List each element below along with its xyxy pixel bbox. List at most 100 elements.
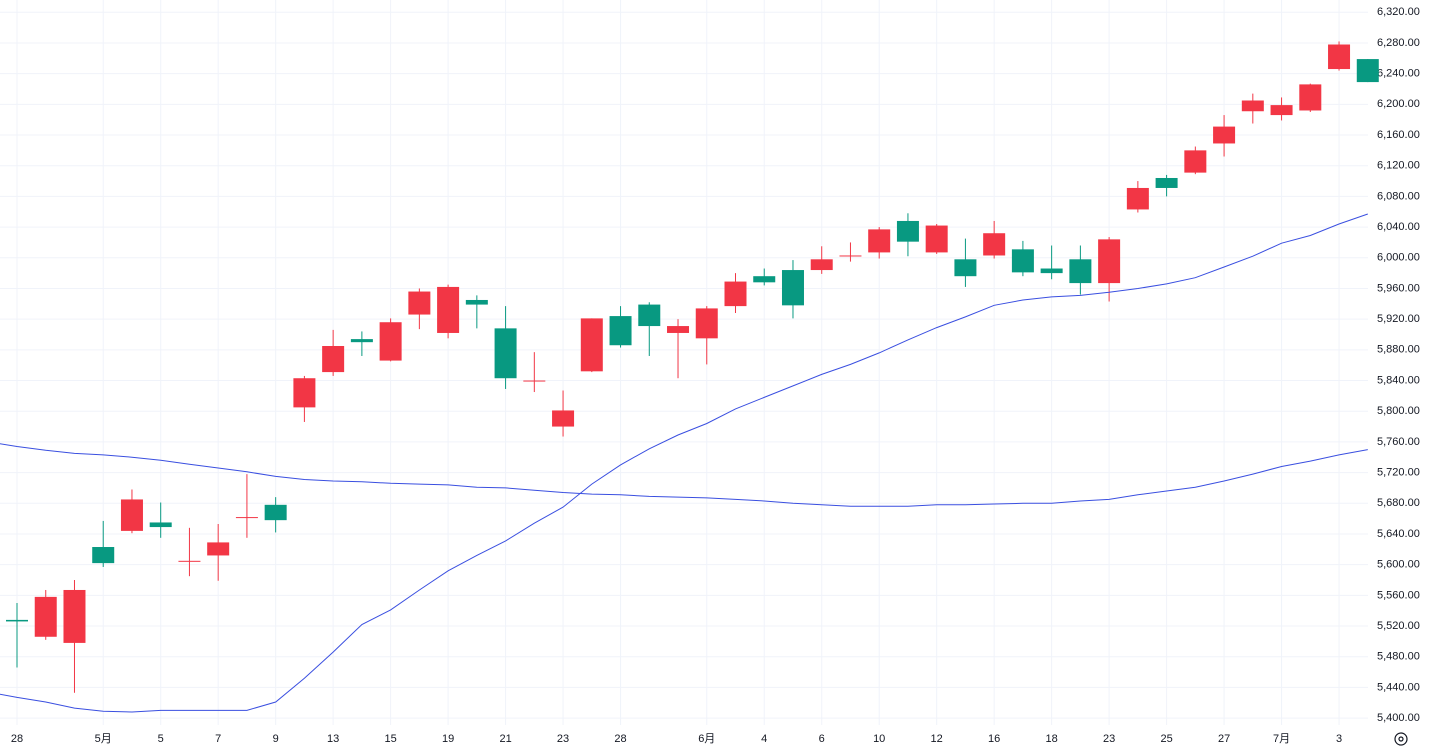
grid bbox=[0, 0, 1368, 725]
candle-body bbox=[437, 286, 460, 333]
y-tick-label: 6,200.00 bbox=[1377, 98, 1420, 110]
candle-body bbox=[178, 560, 201, 562]
y-tick-label: 5,440.00 bbox=[1377, 681, 1420, 693]
x-tick-label: 7月 bbox=[1273, 733, 1290, 745]
y-tick-label: 6,280.00 bbox=[1377, 37, 1420, 49]
candle-body bbox=[753, 276, 776, 283]
x-tick-label: 28 bbox=[11, 733, 23, 745]
candle-body bbox=[494, 328, 517, 379]
candle-body bbox=[120, 499, 143, 531]
candle-body bbox=[523, 380, 546, 382]
candle-body bbox=[1328, 44, 1351, 70]
y-tick-label: 5,840.00 bbox=[1377, 374, 1420, 386]
settings-ring[interactable] bbox=[1394, 732, 1408, 746]
candle-body bbox=[264, 504, 287, 521]
candle-body bbox=[149, 522, 172, 528]
y-tick-label: 5,560.00 bbox=[1377, 589, 1420, 601]
y-tick-label: 5,720.00 bbox=[1377, 466, 1420, 478]
y-tick-label: 5,800.00 bbox=[1377, 405, 1420, 417]
x-tick-label: 23 bbox=[557, 733, 569, 745]
y-tick-label: 6,080.00 bbox=[1377, 190, 1420, 202]
candle-body bbox=[293, 378, 316, 408]
candle-body bbox=[322, 346, 345, 373]
candle-body bbox=[695, 308, 718, 339]
y-tick-label: 5,480.00 bbox=[1377, 651, 1420, 663]
x-tick-label: 10 bbox=[873, 733, 885, 745]
x-tick-label: 12 bbox=[931, 733, 943, 745]
x-tick-label: 5 bbox=[158, 733, 164, 745]
y-tick-label: 5,600.00 bbox=[1377, 559, 1420, 571]
y-tick-label: 5,640.00 bbox=[1377, 528, 1420, 540]
candle-body bbox=[34, 596, 57, 637]
candle-body bbox=[1069, 259, 1092, 284]
x-tick-label: 25 bbox=[1160, 733, 1172, 745]
candle-body bbox=[1356, 59, 1379, 83]
x-tick-label: 23 bbox=[1103, 733, 1115, 745]
y-tick-label: 5,680.00 bbox=[1377, 497, 1420, 509]
y-tick-label: 5,920.00 bbox=[1377, 313, 1420, 325]
candle-body bbox=[465, 299, 488, 305]
candle-body bbox=[6, 619, 28, 622]
moving-average-line bbox=[0, 443, 1368, 507]
candle-body bbox=[235, 517, 258, 519]
moving-average-line bbox=[0, 213, 1368, 713]
candle-body bbox=[638, 304, 661, 327]
candle-body bbox=[408, 291, 431, 315]
candle-body bbox=[724, 281, 747, 307]
y-tick-label: 6,320.00 bbox=[1377, 6, 1420, 18]
x-tick-label: 28 bbox=[614, 733, 626, 745]
x-tick-label: 6 bbox=[819, 733, 825, 745]
y-tick-label: 6,240.00 bbox=[1377, 68, 1420, 80]
y-tick-label: 5,960.00 bbox=[1377, 282, 1420, 294]
x-tick-label: 15 bbox=[384, 733, 396, 745]
x-tick-label: 27 bbox=[1218, 733, 1230, 745]
candle-body bbox=[63, 589, 86, 643]
settings-icon[interactable] bbox=[1394, 732, 1408, 746]
y-tick-label: 5,760.00 bbox=[1377, 436, 1420, 448]
candle-body bbox=[207, 542, 230, 556]
candle-body bbox=[1011, 249, 1034, 273]
candle-body bbox=[1098, 239, 1121, 284]
candle-body bbox=[1184, 150, 1207, 173]
x-tick-label: 13 bbox=[327, 733, 339, 745]
candle-body bbox=[868, 229, 891, 253]
candle-body bbox=[92, 547, 115, 564]
settings-core[interactable] bbox=[1398, 736, 1404, 742]
candle-body bbox=[1155, 177, 1178, 188]
candle-body bbox=[1299, 84, 1322, 111]
candle-body bbox=[580, 318, 603, 372]
candle-body bbox=[781, 270, 804, 306]
candle-body bbox=[983, 233, 1006, 256]
candle-body bbox=[1270, 105, 1293, 116]
y-tick-label: 5,520.00 bbox=[1377, 620, 1420, 632]
y-tick-label: 5,880.00 bbox=[1377, 344, 1420, 356]
y-tick-label: 6,160.00 bbox=[1377, 129, 1420, 141]
x-tick-label: 9 bbox=[273, 733, 279, 745]
candle-body bbox=[609, 316, 632, 346]
y-tick-label: 6,000.00 bbox=[1377, 252, 1420, 264]
x-tick-label: 16 bbox=[988, 733, 1000, 745]
x-tick-label: 19 bbox=[442, 733, 454, 745]
candle-body bbox=[896, 220, 919, 242]
candle-body bbox=[810, 259, 833, 271]
x-tick-label: 7 bbox=[215, 733, 221, 745]
x-tick-label: 18 bbox=[1046, 733, 1058, 745]
candle-body bbox=[954, 259, 977, 277]
y-tick-label: 6,040.00 bbox=[1377, 221, 1420, 233]
candle-body bbox=[350, 339, 373, 343]
x-tick-label: 21 bbox=[499, 733, 511, 745]
x-tick-label: 5月 bbox=[95, 733, 112, 745]
x-tick-label: 6月 bbox=[698, 733, 715, 745]
y-tick-label: 5,400.00 bbox=[1377, 712, 1420, 724]
candle-body bbox=[1241, 100, 1264, 112]
candle-body bbox=[925, 225, 948, 253]
candle-body bbox=[839, 255, 862, 257]
y-tick-label: 6,120.00 bbox=[1377, 160, 1420, 172]
candle-body bbox=[1213, 126, 1236, 144]
x-tick-label: 3 bbox=[1336, 733, 1342, 745]
candle-body bbox=[1040, 268, 1063, 274]
candle-body bbox=[379, 322, 402, 361]
candle-body bbox=[552, 410, 575, 427]
